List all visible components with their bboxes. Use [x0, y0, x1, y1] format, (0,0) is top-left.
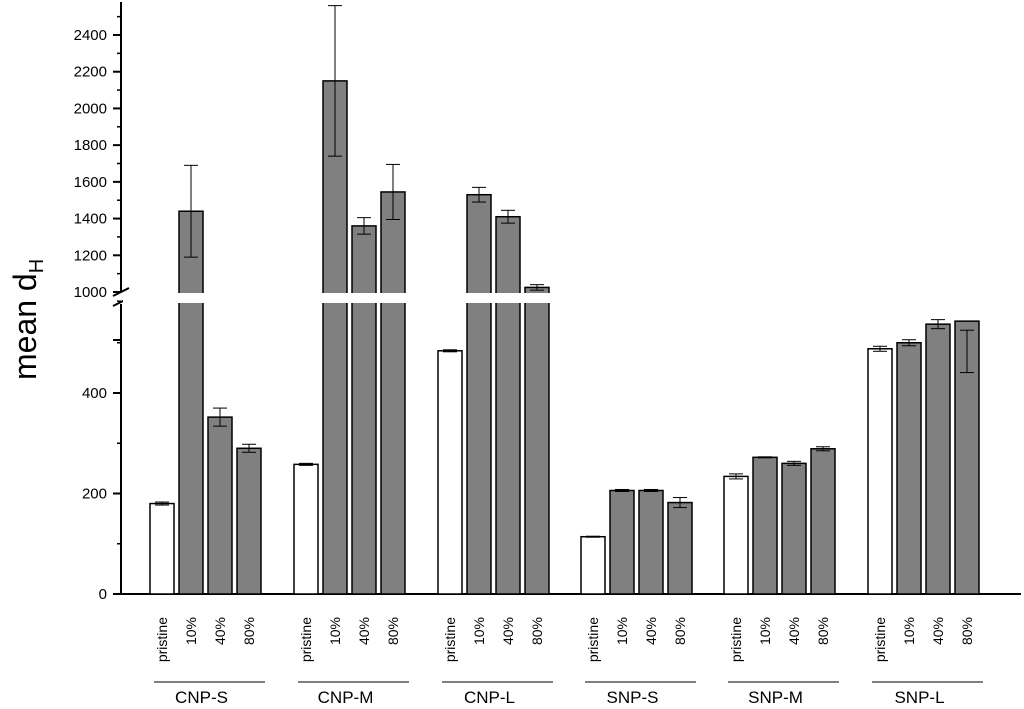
category-label: 10% — [757, 617, 773, 645]
category-label: pristine — [728, 617, 744, 662]
y-tick-label: 1600 — [74, 174, 107, 191]
group-label: SNP-S — [607, 688, 659, 707]
category-label: 40% — [930, 617, 946, 645]
category-label: pristine — [872, 617, 888, 662]
bar — [149, 502, 175, 595]
bar — [580, 535, 606, 595]
category-label: 80% — [385, 617, 401, 645]
category-label: 10% — [471, 617, 487, 645]
category-label: pristine — [298, 617, 314, 662]
group-label: CNP-S — [175, 688, 228, 707]
bar — [638, 489, 664, 595]
bar — [293, 463, 319, 595]
group-label: SNP-M — [748, 688, 803, 707]
category-label: pristine — [442, 617, 458, 662]
group-label: CNP-M — [318, 688, 374, 707]
bar — [236, 447, 262, 595]
category-label: pristine — [585, 617, 601, 662]
group-label: SNP-L — [894, 688, 944, 707]
bar — [466, 193, 492, 595]
category-label: 10% — [901, 617, 917, 645]
bar — [380, 191, 406, 595]
bar — [896, 342, 922, 595]
category-label: 80% — [241, 617, 257, 645]
bar — [207, 416, 233, 595]
category-label: 40% — [786, 617, 802, 645]
axes: 1000 1200 1400 1600 1800 2000 2200 2400 0 200 400 — [74, 2, 1021, 603]
category-label: 80% — [672, 617, 688, 645]
y-tick-label: 0 — [99, 586, 107, 603]
bar — [495, 215, 521, 595]
y-tick-label: 1000 — [74, 284, 107, 301]
bar — [925, 323, 951, 595]
category-label: 10% — [614, 617, 630, 645]
bar — [781, 462, 807, 595]
bar — [667, 501, 693, 595]
category-label: 80% — [815, 617, 831, 645]
bar — [437, 350, 463, 595]
category-label: pristine — [154, 617, 170, 662]
category-label: 40% — [212, 617, 228, 645]
y-tick-label: 2200 — [74, 64, 107, 81]
bar — [867, 348, 893, 595]
bar — [609, 489, 635, 595]
y-tick-label: 2000 — [74, 100, 107, 117]
axis-break-gap — [123, 293, 1021, 303]
y-tick-label: 200 — [82, 486, 107, 503]
y-tick-label: 1800 — [74, 137, 107, 154]
category-label: 10% — [327, 617, 343, 645]
category-label: 40% — [500, 617, 516, 645]
category-label: 80% — [529, 617, 545, 645]
y-axis-title: mean dH — [7, 259, 48, 380]
bar — [810, 448, 836, 595]
y-tick-label: 400 — [82, 385, 107, 402]
category-label: 40% — [356, 617, 372, 645]
bar — [351, 225, 377, 595]
bar — [723, 475, 749, 595]
bars — [123, 5, 1021, 595]
category-label: 10% — [183, 617, 199, 645]
y-tick-label: 1200 — [74, 247, 107, 264]
bar — [524, 286, 550, 595]
y-tick-label: 1400 — [74, 211, 107, 228]
y-axis-title-main: mean d — [7, 273, 43, 380]
category-label: 80% — [959, 617, 975, 645]
y-tick-label: 2400 — [74, 27, 107, 44]
bar — [752, 456, 778, 595]
bar — [322, 80, 348, 595]
category-label: 40% — [643, 617, 659, 645]
y-axis-title-subscript: H — [26, 259, 48, 273]
labels: pristine 10% 40% 80% CNP-S pristine 10% 40% 80% C… — [154, 617, 983, 707]
bar — [178, 210, 204, 595]
group-label: CNP-L — [464, 688, 515, 707]
